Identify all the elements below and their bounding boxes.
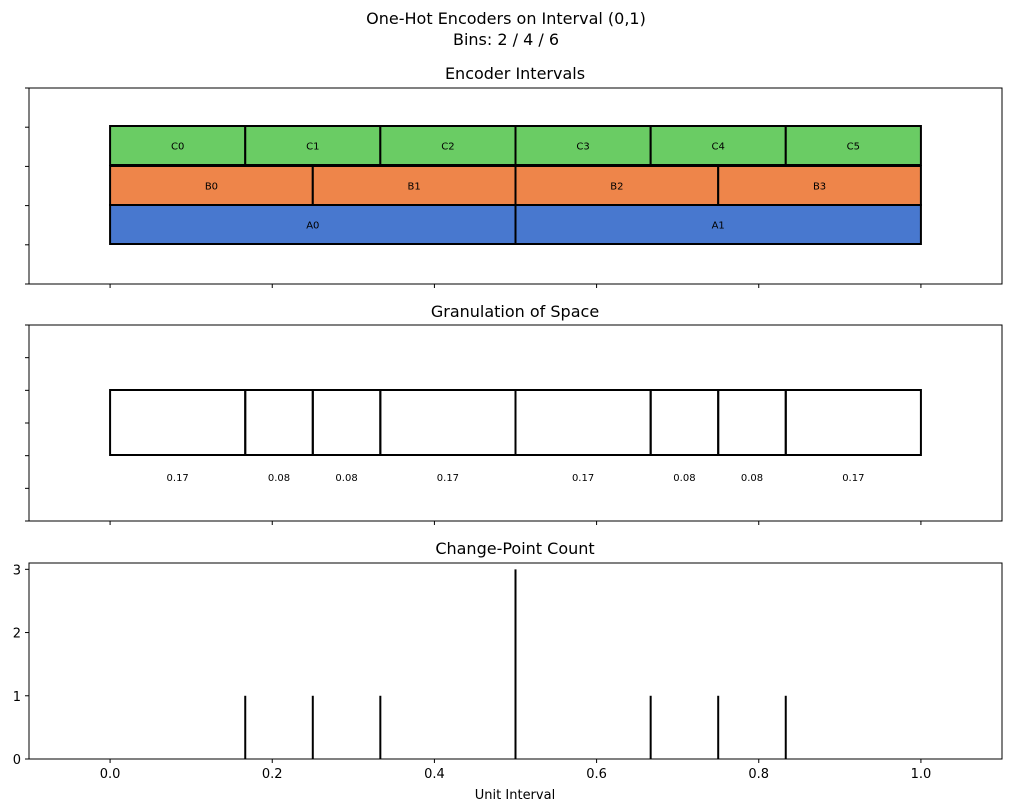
granule-cell [379,389,517,456]
x-tick-label: 1.0 [911,767,932,782]
x-tick-label: 0.8 [748,767,769,782]
granule-width-label: 0.17 [437,473,459,484]
granule-cell [514,389,652,456]
y-tick-label: 3 [13,563,21,578]
encoder-intervals-panel: A0 A1 B0 B1 B2 B3 C0 C1 C2 C3 C4 C5 [25,87,922,288]
granule-cell [311,389,382,456]
encoder-bin [109,125,247,166]
encoder-bin-label: B3 [813,182,826,193]
y-tick-label: 1 [13,690,21,705]
granule-width-label: 0.17 [167,473,189,484]
encoder-bin [514,204,922,245]
encoder-bin-label: B1 [408,182,421,193]
encoder-bin-label: B0 [205,182,218,193]
granule-cell [109,389,247,456]
y-tick-label: 2 [13,627,21,642]
encoder-bin [717,165,922,206]
encoder-bin [514,165,720,206]
encoder-bin-label: C0 [171,142,184,153]
suptitle-line2: Bins: 2 / 4 / 6 [453,30,559,49]
granule-width-label: 0.08 [335,473,357,484]
encoder-bin-label: C1 [306,142,319,153]
encoder-bin-label: C2 [441,142,454,153]
x-tick-label: 0.2 [262,767,283,782]
suptitle-line1: One-Hot Encoders on Interval (0,1) [366,9,646,28]
encoder-bin [379,125,517,166]
granule-cell [244,389,314,456]
encoder-bin [514,125,652,166]
panel3-title: Change-Point Count [435,539,594,558]
encoder-bin-label: C4 [712,142,725,153]
granulation-panel: 0.17 0.08 0.08 0.17 0.17 0.08 0.08 0.17 [25,324,922,525]
change-point-panel: 0 1 2 3 0.0 0.2 0.4 0.6 0.8 1.0 [13,563,932,782]
encoder-bin [109,204,517,245]
encoder-bin [244,125,382,166]
y-tick-label: 0 [13,753,21,768]
encoder-bin [784,125,922,166]
granule-cell [717,389,787,456]
granule-width-label: 0.08 [673,473,695,484]
granule-cell [649,389,720,456]
x-tick-label: 0.0 [100,767,121,782]
granule-width-label: 0.17 [842,473,864,484]
encoder-bin-label: A0 [306,221,319,232]
x-tick-label: 0.6 [586,767,607,782]
panel3-frame [28,562,1003,760]
encoder-bin-label: C5 [847,142,860,153]
granule-width-label: 0.08 [268,473,290,484]
encoder-bin-label: C3 [576,142,589,153]
x-axis-label: Unit Interval [475,788,555,803]
x-tick-label: 0.4 [424,767,445,782]
panel2-frame [28,324,1003,522]
encoder-bin-label: B2 [610,182,623,193]
granule-cell [784,389,922,456]
panel2-title: Granulation of Space [431,302,599,321]
encoder-bin-label: A1 [712,221,725,232]
granule-width-label: 0.08 [741,473,763,484]
panel1-title: Encoder Intervals [445,64,585,83]
granule-width-label: 0.17 [572,473,594,484]
panel1-frame [28,87,1003,285]
